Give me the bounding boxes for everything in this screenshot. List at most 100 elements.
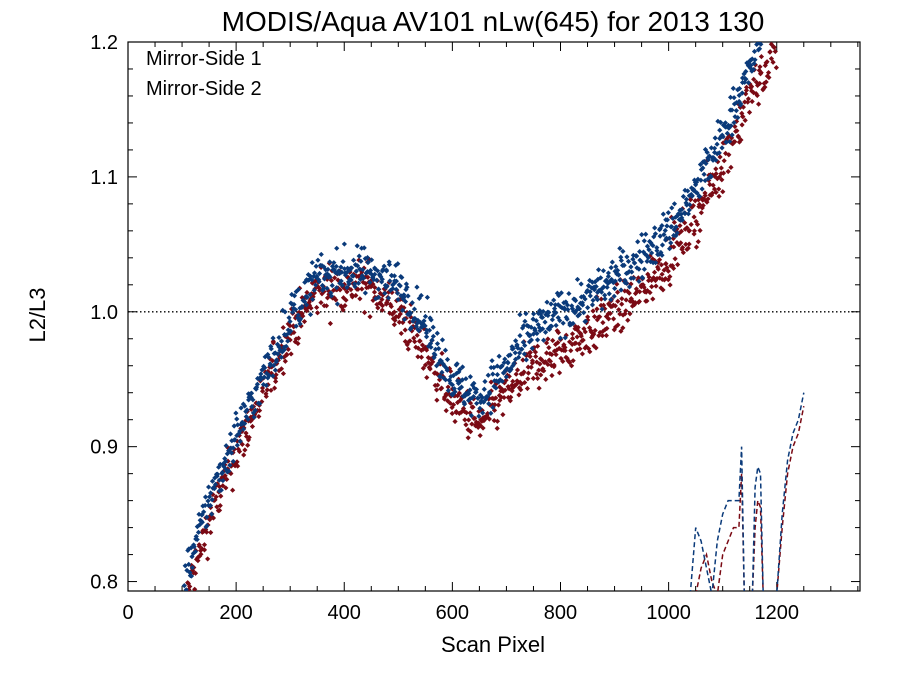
data-point <box>562 348 568 354</box>
data-point <box>258 371 264 377</box>
data-point <box>220 483 226 489</box>
data-point <box>490 371 496 377</box>
data-point <box>629 269 635 275</box>
data-point <box>772 48 778 55</box>
data-point <box>701 158 707 165</box>
data-point <box>270 373 276 379</box>
data-point <box>637 289 643 295</box>
data-point <box>615 271 621 278</box>
data-point <box>349 265 355 271</box>
data-point <box>292 339 298 345</box>
data-point <box>558 290 564 296</box>
data-point <box>576 341 582 347</box>
data-point <box>521 351 528 357</box>
data-point <box>650 275 657 281</box>
data-point <box>516 392 522 398</box>
data-point <box>743 84 750 90</box>
data-point <box>612 278 618 284</box>
data-point <box>375 305 381 311</box>
data-point <box>245 442 251 448</box>
data-point <box>589 302 596 308</box>
data-point <box>250 397 256 403</box>
data-point <box>587 289 593 295</box>
data-point <box>311 290 318 296</box>
data-point <box>238 405 244 411</box>
data-point <box>254 384 260 390</box>
data-point <box>699 186 705 192</box>
data-point <box>528 337 535 343</box>
data-point <box>666 246 673 252</box>
data-point <box>694 190 700 196</box>
data-point <box>401 316 408 323</box>
data-point <box>754 92 760 99</box>
data-point <box>678 211 684 217</box>
data-point <box>362 290 368 296</box>
data-point <box>338 278 344 284</box>
data-point <box>340 307 346 313</box>
data-point <box>564 355 570 361</box>
data-point <box>632 290 639 297</box>
data-point <box>372 266 378 272</box>
data-point <box>503 377 509 383</box>
data-point <box>534 330 540 337</box>
data-point <box>321 288 327 295</box>
data-point <box>435 372 441 378</box>
data-point <box>543 312 549 318</box>
data-point <box>485 372 491 378</box>
data-point <box>555 315 561 321</box>
data-point <box>546 309 552 315</box>
data-point <box>352 284 358 290</box>
data-point <box>186 561 192 567</box>
data-point <box>391 309 397 315</box>
data-point <box>548 301 554 307</box>
data-point <box>485 410 491 417</box>
data-point <box>575 313 581 319</box>
data-point <box>574 347 580 353</box>
data-point <box>459 364 466 370</box>
data-point <box>442 347 449 353</box>
data-point <box>314 310 321 316</box>
data-point <box>250 410 257 416</box>
data-point <box>458 409 464 415</box>
data-point <box>600 320 606 326</box>
data-point <box>726 152 732 158</box>
data-point <box>645 255 651 261</box>
data-point <box>454 361 460 367</box>
data-point <box>280 324 286 331</box>
data-point <box>442 377 449 383</box>
x-tick-label: 1000 <box>646 602 691 624</box>
data-point <box>585 346 592 352</box>
data-point <box>409 300 415 306</box>
data-point <box>619 301 625 307</box>
data-point <box>457 366 463 373</box>
data-point <box>640 275 646 281</box>
data-point <box>525 376 531 382</box>
data-point <box>768 42 774 47</box>
data-point <box>181 583 187 589</box>
y-tick-label: 0.9 <box>90 437 118 459</box>
data-point <box>563 299 569 305</box>
data-point <box>674 239 680 246</box>
data-point <box>569 341 575 348</box>
data-point <box>527 332 533 339</box>
data-point <box>735 115 741 121</box>
x-tick-label: 200 <box>219 602 252 624</box>
data-point <box>655 264 661 270</box>
data-point <box>218 487 224 493</box>
data-point <box>644 258 650 264</box>
data-point <box>364 269 371 275</box>
data-point <box>611 293 617 299</box>
data-point <box>185 581 192 587</box>
data-point <box>412 325 418 331</box>
data-point <box>209 497 215 503</box>
data-point <box>323 303 330 309</box>
data-point <box>288 351 294 357</box>
data-point <box>686 241 692 247</box>
data-point <box>268 387 274 393</box>
data-point <box>313 282 319 288</box>
data-point <box>534 337 541 343</box>
data-point <box>276 334 282 341</box>
data-point <box>427 340 434 347</box>
data-point <box>597 329 603 336</box>
data-point <box>657 225 663 232</box>
